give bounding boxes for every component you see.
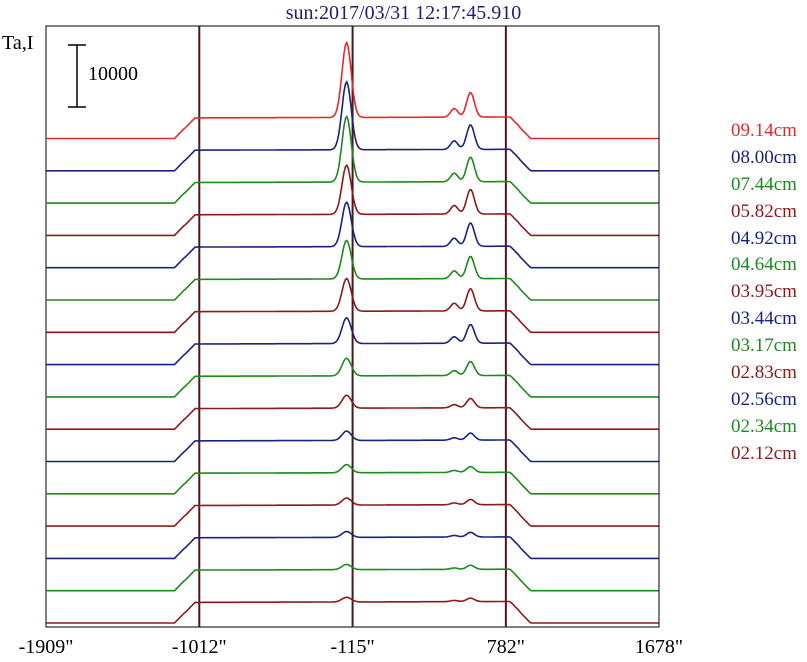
legend-item: 02.83cm	[731, 362, 797, 384]
x-tick-label: -1909"	[18, 636, 74, 658]
legend-item: 04.92cm	[731, 227, 797, 249]
y-axis-label: Ta,I	[2, 32, 34, 54]
legend-item: 07.44cm	[731, 173, 797, 195]
series-line-unlabeled-13	[46, 530, 659, 560]
x-tick-label: 1678"	[634, 636, 684, 658]
series-line-09-14cm	[46, 40, 659, 140]
series-line-02-34cm	[46, 463, 659, 495]
legend-item: 05.82cm	[731, 200, 797, 222]
legend-item: 04.64cm	[731, 254, 797, 276]
series-line-03-44cm	[46, 316, 659, 366]
x-tick-label: -115"	[330, 636, 375, 658]
series-line-02-12cm	[46, 497, 659, 527]
legend-item: 02.12cm	[731, 442, 797, 464]
series-line-04-64cm	[46, 239, 659, 301]
series-line-03-17cm	[46, 357, 659, 398]
legend-item: 02.34cm	[731, 415, 797, 437]
legend-item: 03.17cm	[731, 335, 797, 357]
series-line-03-95cm	[46, 277, 659, 334]
series-line-07-44cm	[46, 114, 659, 204]
series-line-05-82cm	[46, 163, 659, 237]
legend-item: 08.00cm	[731, 146, 797, 168]
chart-title: sun:2017/03/31 12:17:45.910	[285, 2, 522, 24]
series-line-02-83cm	[46, 394, 659, 430]
legend-item: 09.14cm	[731, 120, 797, 141]
x-tick-label: -1012"	[171, 636, 227, 658]
scale-bar-label: 10000	[88, 63, 138, 85]
series-line-02-56cm	[46, 430, 659, 463]
legend-item: 02.56cm	[731, 388, 797, 410]
series-line-04-92cm	[46, 200, 659, 269]
series-line-08-00cm	[46, 80, 659, 172]
series-line-unlabeled-14	[46, 563, 659, 592]
x-tick-label: 782"	[486, 636, 525, 658]
legend: 09.14cm 08.00cm 07.44cm 05.82cm 04.92cm 04.64…	[731, 118, 797, 468]
legend-item: 03.44cm	[731, 308, 797, 330]
legend-item: 03.95cm	[731, 281, 797, 303]
series-line-unlabeled-15	[46, 596, 659, 624]
